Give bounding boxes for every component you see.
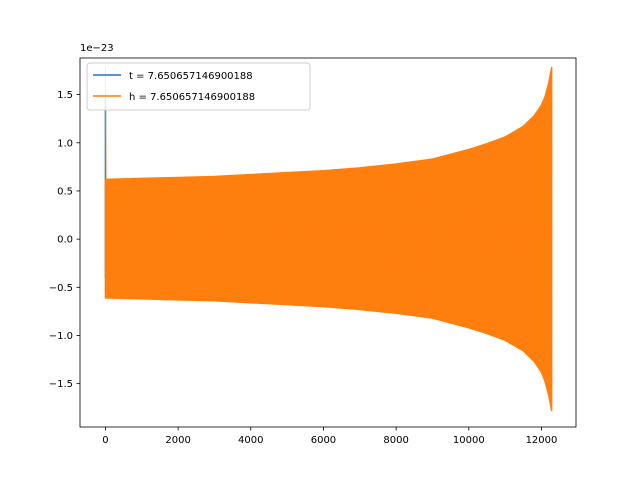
y-tick-label: −1.5	[49, 379, 73, 390]
x-tick-label: 4000	[238, 435, 263, 446]
series-line-h	[105, 67, 552, 406]
y-tick-label: 0.5	[57, 186, 73, 197]
x-tick-label: 12000	[526, 435, 558, 446]
x-tick-label: 2000	[165, 435, 190, 446]
y-tick-label: 0.0	[57, 235, 73, 246]
legend: t = 7.650657146900188 h = 7.6506571469001…	[86, 62, 311, 111]
y-tick-label: 1.5	[57, 90, 73, 101]
axes-frame	[79, 57, 577, 428]
legend-entry: t = 7.650657146900188	[129, 71, 253, 82]
y-tick-label: 1.0	[57, 138, 73, 149]
x-tick-label: 10000	[453, 435, 485, 446]
y-tick-label: −0.5	[49, 283, 73, 294]
y-tick-label: −1.0	[49, 331, 73, 342]
x-tick-label: 8000	[383, 435, 408, 446]
y-offset-label: 1e−23	[80, 43, 114, 54]
plot-area	[104, 66, 553, 412]
legend-box	[86, 62, 311, 111]
x-tick-label: 0	[102, 435, 108, 446]
legend-entry: h = 7.650657146900188	[129, 92, 255, 103]
x-tick-label: 6000	[311, 435, 336, 446]
axes: 0 2000 4000 6000 8000 10000 12000 −1.5 −1.0 −0.5 0…	[49, 57, 577, 446]
